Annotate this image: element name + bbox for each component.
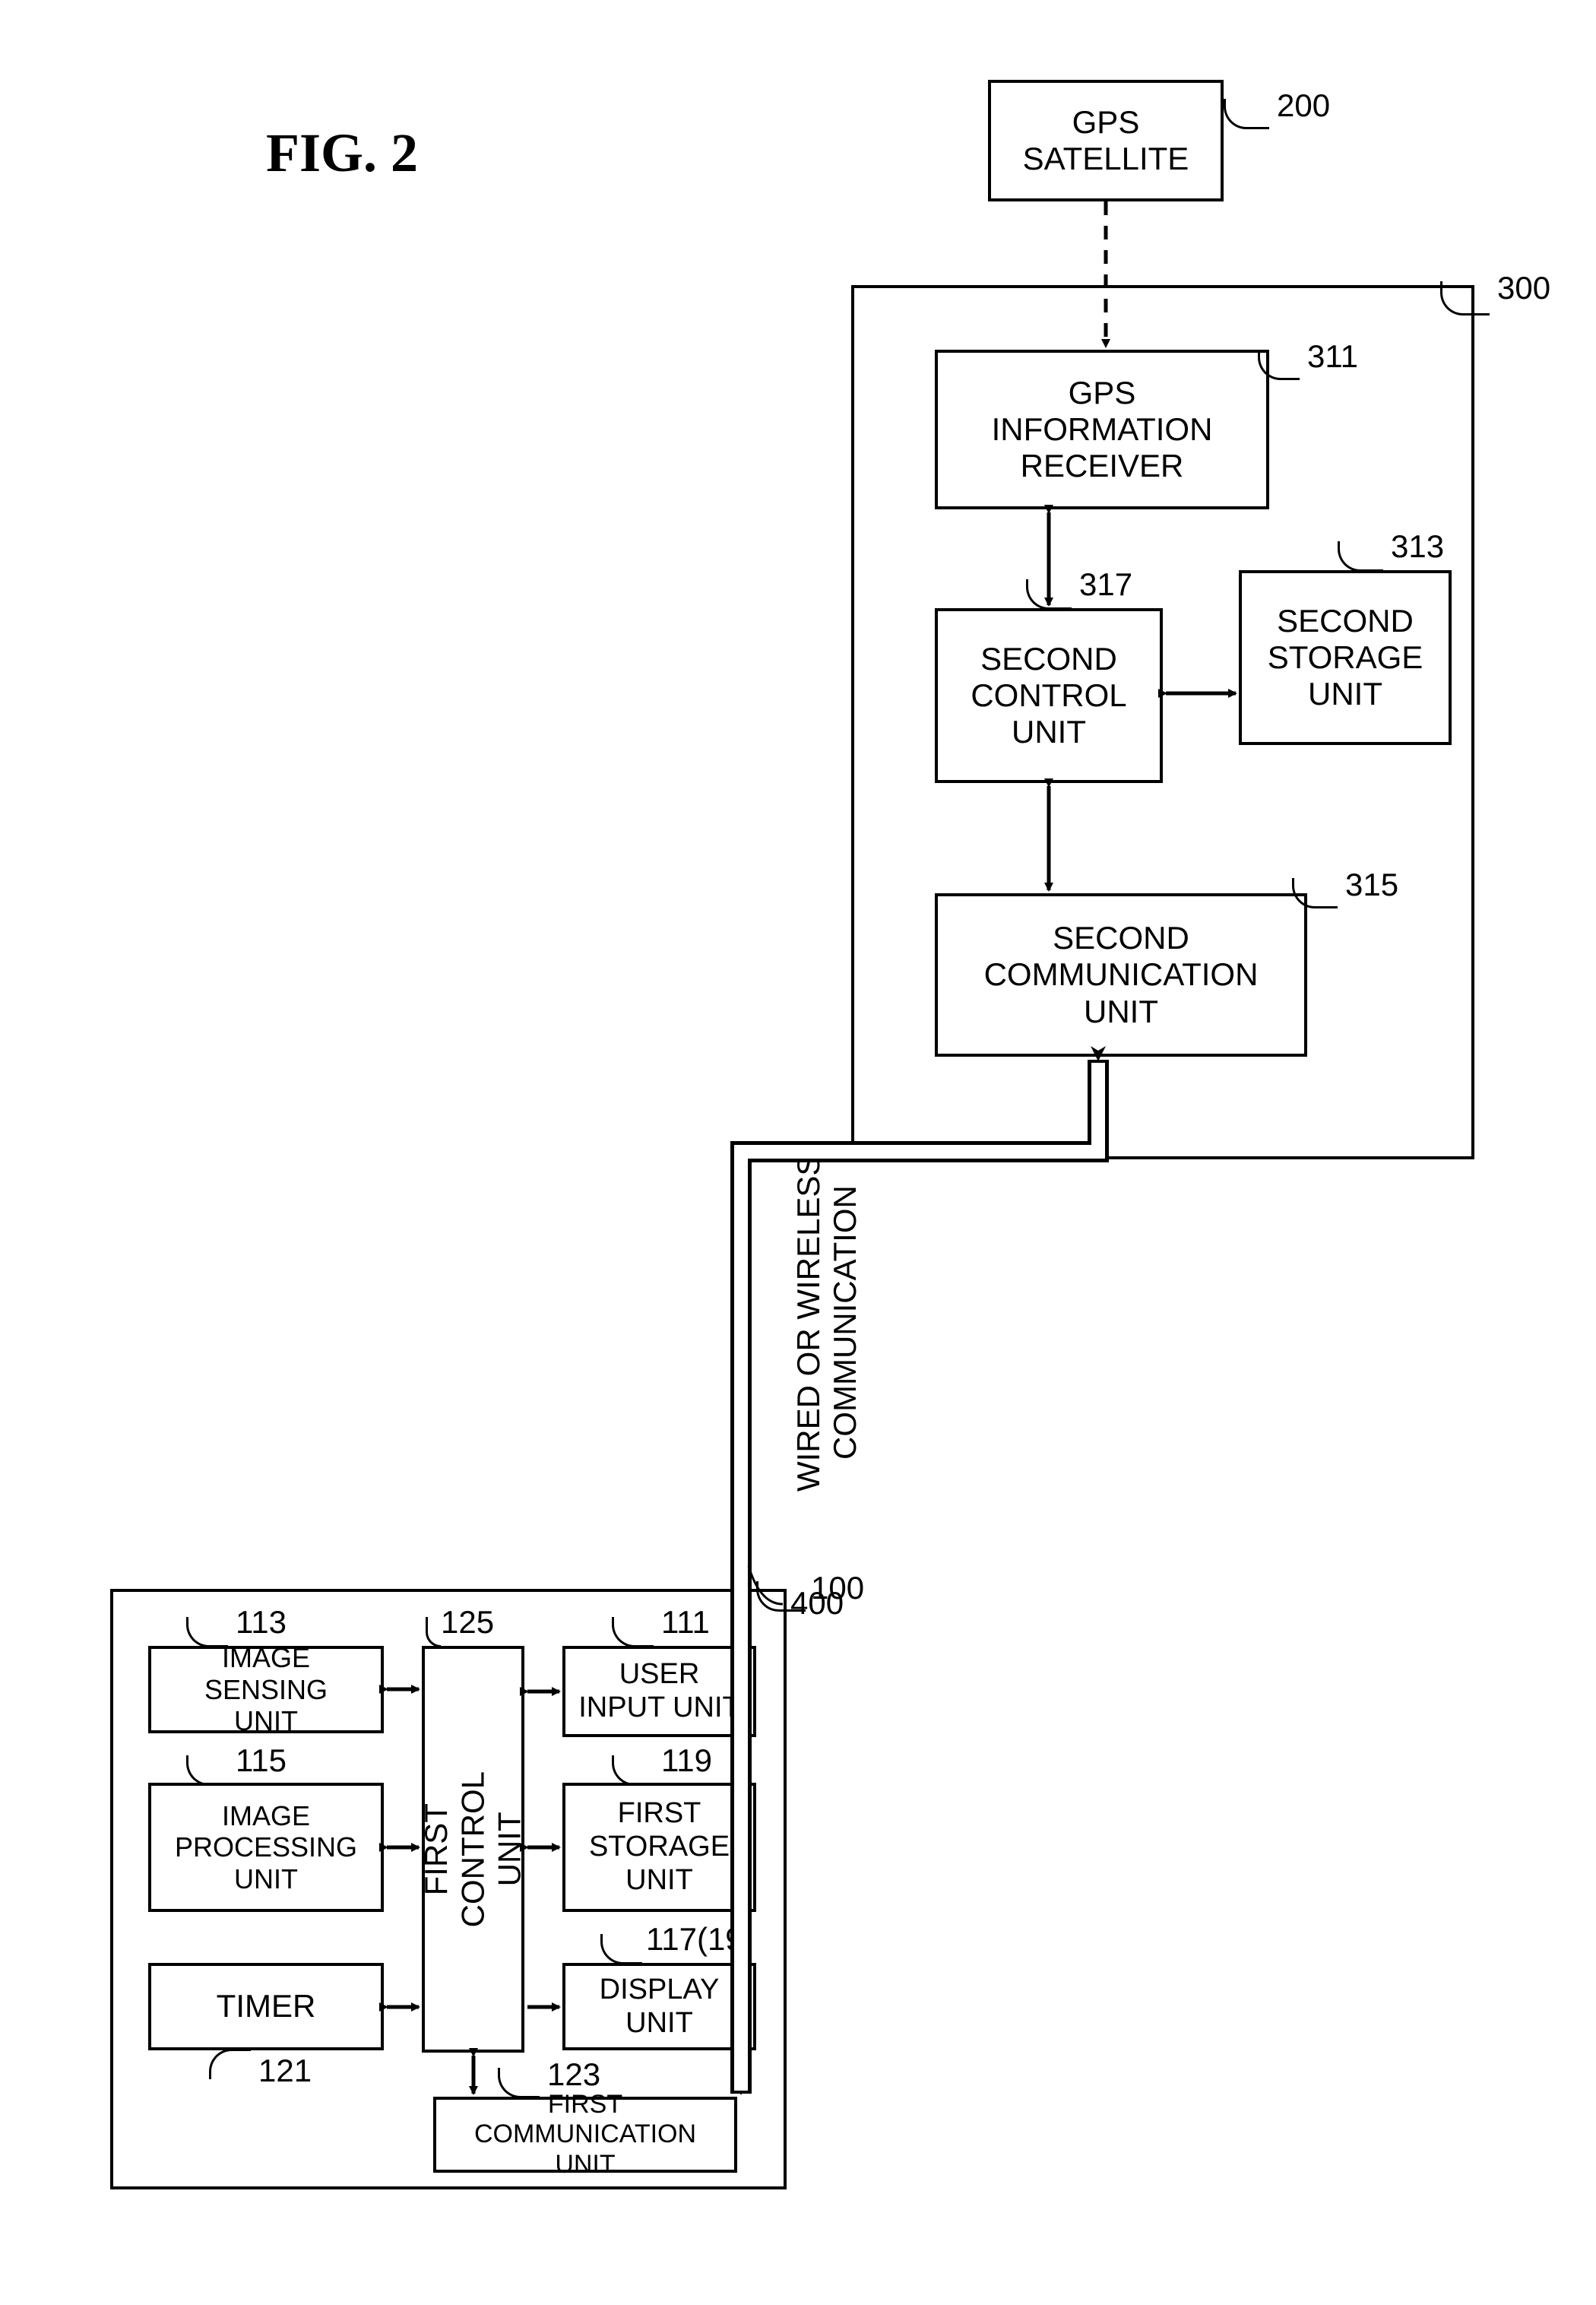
image-processing-ref: 115 <box>236 1742 287 1779</box>
timer-label: TIMER <box>217 1988 316 2024</box>
gps-receiver-label: GPS INFORMATION RECEIVER <box>992 375 1213 485</box>
second-control-ref: 317 <box>1079 566 1132 603</box>
gps-satellite-block: GPS SATELLITE <box>988 80 1224 201</box>
leader-200 <box>1224 99 1269 129</box>
comm-link-label: WIRED OR WIRELESS COMMUNICATION <box>790 1125 863 1520</box>
timer-block: TIMER <box>148 1963 384 2050</box>
first-storage-label: FIRST STORAGE UNIT <box>589 1797 730 1897</box>
image-processing-label: IMAGE PROCESSING UNIT <box>175 1800 357 1894</box>
user-input-block: USER INPUT UNIT <box>562 1646 756 1737</box>
gps-receiver-block: GPS INFORMATION RECEIVER <box>935 350 1269 509</box>
first-control-ref: 125 <box>441 1604 494 1641</box>
second-storage-block: SECOND STORAGE UNIT <box>1239 570 1452 745</box>
gps-receiver-ref: 311 <box>1307 338 1358 375</box>
second-comm-block: SECOND COMMUNICATION UNIT <box>935 893 1307 1057</box>
timer-ref: 121 <box>258 2053 312 2089</box>
second-storage-label: SECOND STORAGE UNIT <box>1268 603 1423 713</box>
second-control-block: SECOND CONTROL UNIT <box>935 608 1163 783</box>
first-storage-block: FIRST STORAGE UNIT <box>562 1783 756 1912</box>
display-ref: 117(19) <box>646 1921 754 1958</box>
image-sensing-label: IMAGE SENSING UNIT <box>204 1642 328 1736</box>
second-storage-ref: 313 <box>1391 528 1444 565</box>
first-comm-label: FIRST COMMUNICATION UNIT <box>474 2090 696 2179</box>
second-control-label: SECOND CONTROL UNIT <box>971 641 1126 751</box>
figure-title: FIG. 2 <box>266 122 418 185</box>
image-sensing-block: IMAGE SENSING UNIT <box>148 1646 384 1733</box>
container-100-ref: 100 <box>811 1570 864 1606</box>
gps-satellite-ref: 200 <box>1277 87 1330 124</box>
image-processing-block: IMAGE PROCESSING UNIT <box>148 1783 384 1912</box>
user-input-label: USER INPUT UNIT <box>578 1658 740 1724</box>
gps-satellite-label: GPS SATELLITE <box>1023 104 1189 178</box>
first-storage-ref: 119 <box>661 1742 712 1779</box>
container-300-ref: 300 <box>1497 270 1550 306</box>
display-label: DISPLAY UNIT <box>600 1974 720 2040</box>
second-comm-ref: 315 <box>1345 867 1398 903</box>
first-comm-ref: 123 <box>547 2056 600 2093</box>
first-control-label: FIRST CONTROL UNIT <box>418 1771 528 1927</box>
second-comm-label: SECOND COMMUNICATION UNIT <box>984 920 1259 1030</box>
image-sensing-ref: 113 <box>236 1604 287 1641</box>
user-input-ref: 111 <box>661 1604 710 1641</box>
first-control-block: FIRST CONTROL UNIT <box>422 1646 524 2053</box>
display-block: DISPLAY UNIT <box>562 1963 756 2050</box>
first-comm-block: FIRST COMMUNICATION UNIT <box>433 2097 737 2173</box>
